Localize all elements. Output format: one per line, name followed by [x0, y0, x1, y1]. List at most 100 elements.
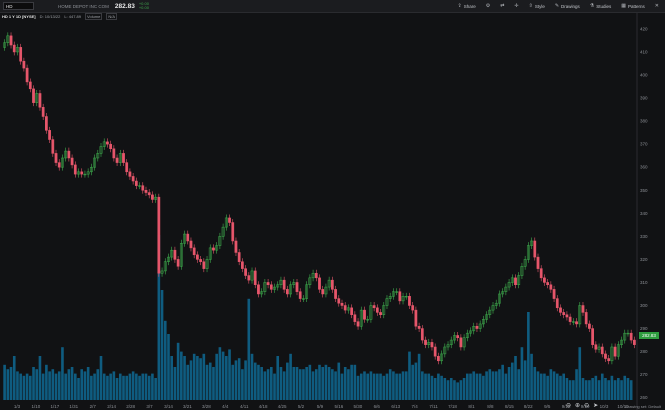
- drawing-set-label: Drawing set: Default: [624, 404, 661, 409]
- x-tick-label: 2/14: [107, 404, 116, 409]
- y-tick-label: 320: [640, 257, 648, 262]
- volume-bar: [427, 373, 431, 400]
- drawings-button[interactable]: ✎ Drawings: [555, 3, 580, 9]
- volume-bar: [32, 367, 35, 400]
- candle-body: [559, 307, 562, 313]
- zoom-in-icon[interactable]: ⊕: [575, 403, 581, 409]
- volume-bar: [112, 371, 116, 400]
- volume-bar: [96, 369, 100, 400]
- volume-bar: [173, 367, 177, 400]
- volume-bar: [118, 373, 122, 400]
- candle-body: [314, 272, 318, 279]
- close-button[interactable]: ✕: [655, 3, 659, 9]
- volume-bar: [340, 373, 344, 400]
- candle-body: [77, 171, 80, 175]
- candle-body: [160, 270, 164, 274]
- candle-body: [395, 291, 398, 293]
- volume-bar: [138, 375, 141, 400]
- x-tick-label: 8/15: [505, 404, 514, 409]
- volume-bar: [12, 356, 16, 400]
- price-chart[interactable]: 260 270 280 290 300 310 320 330 340 350 360 370 380 3…: [0, 12, 665, 410]
- candle-body: [408, 296, 411, 306]
- candle-body: [343, 305, 347, 311]
- volume-bar: [231, 364, 235, 400]
- volume-bar: [273, 373, 276, 400]
- compare-button[interactable]: ⇄: [500, 3, 504, 9]
- settings-button[interactable]: ⚙: [486, 3, 490, 9]
- volume-bar: [359, 373, 363, 400]
- studies-button[interactable]: ⚗ Studies: [590, 3, 612, 9]
- gear-icon: ⚙: [485, 3, 491, 9]
- candle-body: [212, 247, 215, 251]
- volume-bar: [514, 356, 517, 400]
- zoom-reset-icon[interactable]: ⊙: [584, 403, 590, 409]
- volume-bar: [51, 369, 55, 400]
- volume-bar: [199, 358, 202, 400]
- volume-bar: [292, 367, 296, 400]
- volume-bar: [3, 364, 6, 400]
- volume-bar: [440, 375, 443, 400]
- volume-label[interactable]: Volume: [85, 13, 103, 20]
- volume-bar: [180, 351, 183, 400]
- y-tick-label: 400: [640, 73, 648, 78]
- candle-body: [392, 291, 395, 297]
- x-tick-label: 9/12: [562, 404, 571, 409]
- volume-bar: [600, 373, 604, 400]
- volume-bar: [376, 373, 379, 400]
- candle-body: [581, 305, 585, 313]
- candle-body: [440, 353, 443, 362]
- candle-body: [48, 130, 51, 140]
- last-price: 282.83: [114, 2, 135, 10]
- volume-bar: [257, 364, 260, 400]
- volume-bar: [527, 312, 530, 400]
- volume-bar: [324, 364, 328, 400]
- volume-bar: [327, 367, 331, 400]
- candle-body: [141, 185, 145, 191]
- candle-body: [83, 173, 87, 176]
- symbol-input[interactable]: HD: [3, 2, 34, 10]
- candle-body: [594, 344, 598, 350]
- volume-bar: [253, 362, 257, 400]
- candle-body: [433, 346, 437, 357]
- candle-body: [128, 171, 132, 177]
- y-tick-label: 390: [640, 96, 648, 101]
- pencil-icon: ✎: [554, 3, 560, 9]
- candle-body: [244, 268, 247, 276]
- share-button[interactable]: ⇪ Share: [458, 3, 476, 9]
- candle-body: [597, 346, 601, 350]
- candle-body: [115, 157, 119, 163]
- zoom-out-icon[interactable]: ⊖: [566, 403, 572, 409]
- candle-body: [459, 337, 463, 348]
- volume-bar: [626, 378, 630, 400]
- candle-body: [555, 298, 559, 309]
- volume-bar: [93, 373, 96, 400]
- candle-body: [510, 277, 514, 283]
- y-tick-label: 310: [640, 280, 648, 285]
- volume-bar: [67, 369, 71, 400]
- volume-value: N/A: [106, 13, 118, 20]
- candle-body: [269, 284, 273, 290]
- candle-body: [620, 339, 623, 345]
- candle-body: [626, 332, 630, 335]
- x-tick-label: 9/19: [581, 404, 590, 409]
- volume-bar: [208, 362, 212, 400]
- volume-bar: [151, 373, 154, 400]
- volume-bar: [22, 375, 26, 400]
- crosshair-button[interactable]: ✛: [514, 3, 518, 9]
- volume-bar: [73, 373, 77, 400]
- volume-bar: [597, 380, 601, 400]
- candle-body: [359, 309, 363, 327]
- volume-bar: [411, 364, 414, 400]
- x-tick-label: 7/11: [429, 404, 438, 409]
- candle-body: [372, 305, 376, 309]
- patterns-button[interactable]: ▦ Patterns: [621, 3, 645, 9]
- candle-body: [610, 346, 614, 362]
- cursor-icon[interactable]: ➤: [593, 403, 599, 409]
- x-tick-label: 4/11: [240, 404, 249, 409]
- volume-bar: [604, 378, 607, 400]
- candle-body: [443, 346, 447, 355]
- style-button[interactable]: ⇳ Style: [529, 3, 545, 9]
- candle-body: [456, 335, 460, 339]
- toolbar-actions: ⇪ Share ⚙ ⇄ ✛ ⇳ Style ✎ Drawings ⚗ Studies ▦…: [458, 3, 665, 9]
- candle-body: [12, 44, 16, 53]
